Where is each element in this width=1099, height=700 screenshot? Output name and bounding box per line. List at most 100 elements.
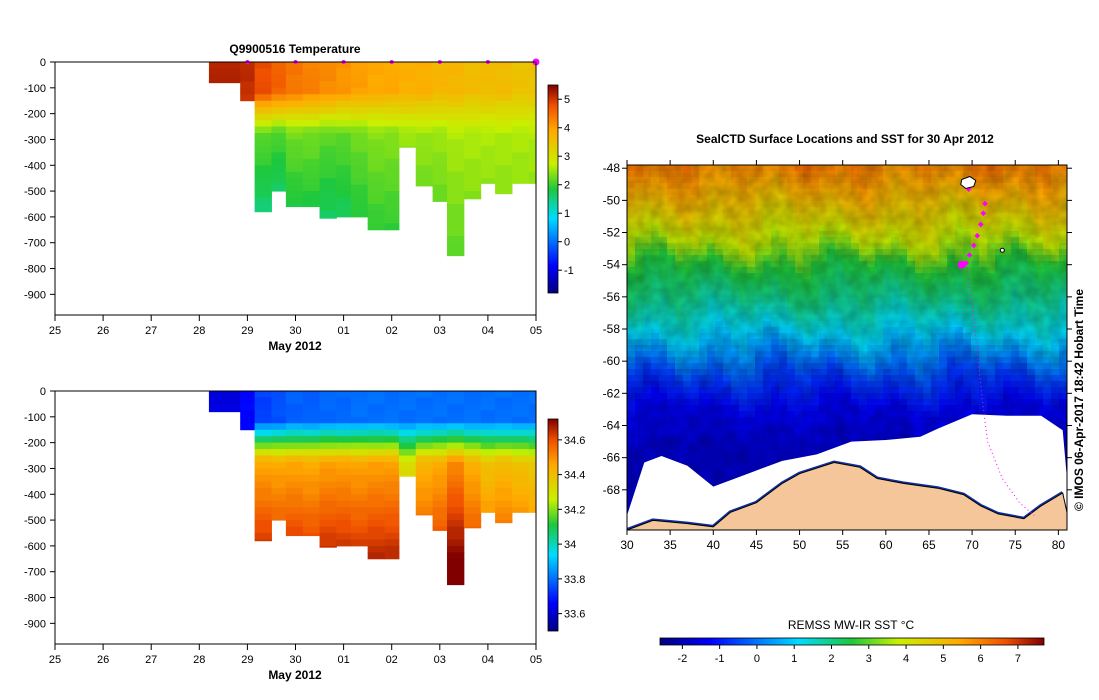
section-cell xyxy=(336,461,352,469)
section-cell xyxy=(302,416,321,424)
section-cell xyxy=(415,416,434,424)
section-cell xyxy=(271,184,287,192)
section-cell xyxy=(415,74,434,82)
section-cell xyxy=(447,100,465,108)
section-cell xyxy=(254,107,272,115)
lat-tick-label: -62 xyxy=(603,386,621,400)
section-cell xyxy=(480,87,496,95)
section-cell xyxy=(495,132,513,140)
map-colorbar-tick-label: -2 xyxy=(677,653,687,665)
section-cell xyxy=(350,191,369,199)
section-cell xyxy=(415,132,434,140)
section-cell xyxy=(302,191,321,199)
section-cell xyxy=(367,74,385,82)
section-cell xyxy=(319,216,337,219)
section-cell xyxy=(528,126,536,134)
section-cell xyxy=(384,429,400,437)
section-cell xyxy=(415,513,434,516)
section-cell xyxy=(495,461,513,469)
section-cell xyxy=(495,81,513,89)
section-cell xyxy=(319,474,337,482)
section-cell xyxy=(254,526,272,534)
section-cell xyxy=(447,68,465,76)
map-colorbar-tick-label: 2 xyxy=(828,653,834,665)
section-cell xyxy=(208,403,241,411)
heard-island xyxy=(999,247,1005,253)
section-cell xyxy=(415,429,434,437)
section-cell xyxy=(367,526,385,534)
section-cell xyxy=(319,513,337,521)
section-cell xyxy=(285,474,304,482)
section-cell xyxy=(528,397,536,405)
section-cell xyxy=(415,410,434,418)
section-cell xyxy=(415,94,434,102)
section-cell xyxy=(319,449,337,457)
x-tick-label: 29 xyxy=(241,654,253,666)
section-cell xyxy=(285,416,304,424)
section-cell xyxy=(271,113,287,121)
x-tick-label: 05 xyxy=(530,325,542,337)
temperature-cells xyxy=(208,62,536,257)
section-cell xyxy=(254,197,272,205)
section-cell xyxy=(271,81,287,89)
section-cell xyxy=(367,532,385,540)
section-cell xyxy=(254,100,272,108)
section-cell xyxy=(350,468,369,476)
section-cell xyxy=(350,139,369,147)
section-cell xyxy=(367,165,385,173)
section-cell xyxy=(336,403,352,411)
section-cell xyxy=(254,165,272,173)
lat-tick-label: -54 xyxy=(603,258,621,272)
section-cell xyxy=(528,68,536,76)
lon-tick-label: 60 xyxy=(879,538,893,552)
section-cell xyxy=(367,178,385,186)
section-cell xyxy=(302,87,321,95)
section-cell xyxy=(254,74,272,82)
section-cell xyxy=(336,132,352,140)
section-cell xyxy=(240,68,256,76)
x-tick-label: 30 xyxy=(289,325,301,337)
section-cell xyxy=(271,442,287,450)
x-tick-label: 04 xyxy=(482,654,494,666)
section-cell xyxy=(384,468,400,476)
section-cell xyxy=(480,62,496,69)
section-cell xyxy=(495,507,513,515)
section-cell xyxy=(463,94,482,102)
section-cell xyxy=(447,145,465,153)
section-cell xyxy=(367,203,385,211)
section-cell xyxy=(254,178,272,186)
section-cell xyxy=(495,416,513,424)
section-cell xyxy=(336,500,352,508)
section-cell xyxy=(511,481,530,489)
section-cell xyxy=(367,468,385,476)
section-cell xyxy=(367,500,385,508)
section-cell xyxy=(271,436,287,444)
track-point xyxy=(980,210,987,217)
section-cell xyxy=(285,391,304,398)
section-cell xyxy=(367,455,385,463)
section-cell xyxy=(254,455,272,463)
section-cell xyxy=(319,410,337,418)
section-cell xyxy=(367,552,385,560)
section-cell xyxy=(528,474,536,482)
track-point xyxy=(974,232,981,239)
section-cell xyxy=(240,416,256,424)
section-cell xyxy=(432,81,448,89)
section-cell xyxy=(415,455,434,463)
section-cell xyxy=(319,158,337,166)
section-cell xyxy=(463,403,482,411)
section-cell xyxy=(528,81,536,89)
section-cell xyxy=(271,94,287,102)
map-colorbar xyxy=(659,637,1045,646)
section-cell xyxy=(271,487,287,495)
section-cell xyxy=(336,423,352,431)
section-cell xyxy=(447,165,465,173)
section-cell xyxy=(367,449,385,457)
section-cell xyxy=(495,165,513,173)
section-cell xyxy=(432,62,448,69)
section-cell xyxy=(302,520,321,528)
y-tick-label: -200 xyxy=(24,109,46,121)
section-cell xyxy=(511,171,530,179)
section-cell xyxy=(350,113,369,121)
section-cell xyxy=(528,113,536,121)
